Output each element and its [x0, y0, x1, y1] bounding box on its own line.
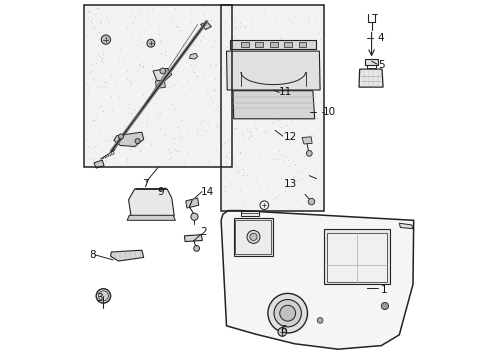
Text: 5: 5: [377, 60, 384, 70]
Polygon shape: [185, 198, 199, 208]
Polygon shape: [200, 22, 211, 30]
Bar: [233, 218, 273, 256]
Polygon shape: [127, 215, 175, 220]
Circle shape: [135, 139, 140, 144]
Circle shape: [193, 246, 199, 251]
Polygon shape: [114, 132, 143, 147]
Text: 12: 12: [283, 132, 296, 142]
Text: 13: 13: [283, 179, 296, 189]
Text: 7: 7: [142, 179, 148, 189]
Circle shape: [273, 300, 301, 327]
Bar: [221, 5, 323, 211]
Bar: [298, 42, 306, 47]
Circle shape: [118, 134, 123, 139]
Text: 9: 9: [157, 186, 163, 197]
Bar: [326, 233, 386, 282]
Circle shape: [190, 213, 198, 220]
Circle shape: [307, 198, 314, 205]
Polygon shape: [232, 91, 314, 119]
Bar: [255, 42, 263, 47]
Polygon shape: [110, 250, 143, 261]
Text: 1: 1: [381, 285, 387, 295]
Bar: [284, 42, 291, 47]
Polygon shape: [94, 160, 104, 168]
Text: 10: 10: [322, 107, 335, 117]
Text: 4: 4: [377, 33, 384, 43]
Bar: [84, 5, 231, 167]
Bar: [84, 5, 231, 167]
Polygon shape: [399, 223, 412, 229]
Polygon shape: [153, 68, 171, 81]
Circle shape: [267, 293, 307, 333]
Polygon shape: [230, 40, 316, 49]
Text: 3: 3: [96, 293, 102, 303]
Circle shape: [306, 150, 311, 156]
Polygon shape: [358, 69, 382, 87]
Circle shape: [160, 68, 165, 74]
Polygon shape: [189, 53, 197, 59]
Circle shape: [249, 233, 257, 240]
Bar: [235, 220, 271, 254]
Polygon shape: [241, 211, 258, 216]
Text: 11: 11: [279, 87, 292, 97]
Polygon shape: [226, 51, 320, 90]
Text: 6: 6: [279, 325, 286, 336]
Polygon shape: [155, 80, 165, 88]
Polygon shape: [128, 189, 174, 217]
Circle shape: [101, 35, 110, 44]
Circle shape: [146, 39, 155, 47]
Bar: [269, 42, 277, 47]
Polygon shape: [302, 137, 311, 144]
Circle shape: [246, 230, 260, 243]
Bar: [241, 42, 248, 47]
Text: 2: 2: [200, 227, 207, 237]
Circle shape: [98, 291, 108, 301]
Bar: [323, 229, 389, 284]
Polygon shape: [184, 235, 202, 242]
Circle shape: [317, 318, 322, 323]
Circle shape: [381, 302, 387, 310]
Circle shape: [279, 305, 295, 321]
Text: 8: 8: [89, 250, 96, 260]
Circle shape: [96, 289, 110, 303]
Bar: [221, 5, 323, 211]
Circle shape: [277, 328, 286, 336]
Polygon shape: [221, 211, 413, 349]
Polygon shape: [365, 59, 377, 65]
Text: 14: 14: [201, 186, 214, 197]
